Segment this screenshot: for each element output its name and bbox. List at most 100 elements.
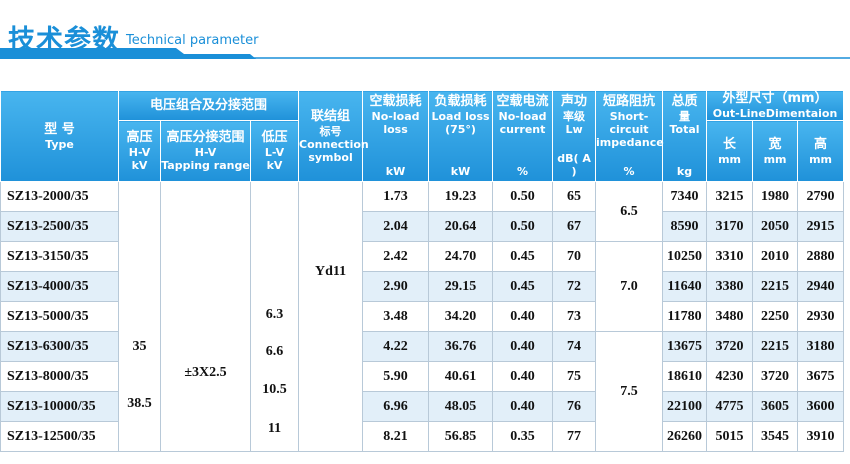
spec-table: 型 号 Type 电压组合及分接范围 联结组 标号 Connection symbol 空载损… xyxy=(0,89,845,452)
header-cell: 低压 L-V kV xyxy=(249,120,300,182)
header-group: 电压组合及分接范围 xyxy=(117,89,300,122)
table-cell: SZ13-5000/35 xyxy=(0,301,119,332)
title-bar xyxy=(0,48,850,59)
table-cell: 56.85 xyxy=(428,421,494,452)
stack: 6.3 6.6 10.5 11 xyxy=(251,183,298,451)
header-line: H-V xyxy=(128,146,151,160)
header-box: 空载电流 No-load current% xyxy=(493,91,552,181)
header-line: 率级 xyxy=(563,110,586,123)
cell-text: 6.3 xyxy=(265,306,284,322)
header-lines: 空载损耗 No-load loss xyxy=(363,94,428,136)
merged-cell: ±3X2.5 xyxy=(160,181,251,452)
table-cell: 11640 xyxy=(662,271,708,302)
table-cell: 2050 xyxy=(752,211,799,242)
table-cell: 1.73 xyxy=(362,181,430,212)
table-cell: 0.45 xyxy=(492,271,554,302)
table-cell: SZ13-12500/35 xyxy=(0,421,119,452)
header-line: kV xyxy=(266,159,283,173)
header-cell: 高压 H-V kV xyxy=(118,120,161,182)
table-cell: 2.04 xyxy=(362,211,430,242)
table-cell: 11780 xyxy=(662,301,708,332)
header-cell: 高 mm xyxy=(797,120,845,182)
table-row: SZ13-3150/35 2.42 24.70 0.45 70 7.0 10250 3310 2… xyxy=(0,241,845,332)
table-cell: 3675 xyxy=(797,361,845,392)
title: 技术参数 xyxy=(8,25,120,56)
header-line: 联结组 xyxy=(311,108,351,124)
merged-cell: 35 38.5 xyxy=(118,181,161,452)
header-line: Total xyxy=(669,123,700,136)
header-line: 空载电流 xyxy=(496,94,549,109)
header-line: 长 xyxy=(723,136,737,152)
merged-cell: Yd11 xyxy=(298,181,364,452)
table-cell: 2.90 xyxy=(362,271,430,302)
header-line: Out-LineDimentaion xyxy=(712,107,838,121)
header-line: Type xyxy=(45,137,74,151)
table-cell: 2.42 xyxy=(362,241,430,272)
table-cell: 72 xyxy=(552,271,597,302)
table-cell: 77 xyxy=(552,421,597,452)
table-cell: 29.15 xyxy=(428,271,494,302)
header-line: 短路阻抗 xyxy=(603,94,656,109)
table-cell: 10250 xyxy=(662,241,708,272)
table-cell: 4.22 xyxy=(362,331,430,362)
header-line: mm xyxy=(763,152,787,166)
table-cell: 67 xyxy=(552,211,597,242)
header-unit: % xyxy=(623,165,635,178)
stack: Yd11 xyxy=(299,183,362,451)
table-row: SZ13-2000/35 35 38.5 ±3X2.5 6.3 6.6 10.5 11 Yd11… xyxy=(0,181,845,452)
table-cell: SZ13-2500/35 xyxy=(0,211,119,242)
header-line: L-V xyxy=(264,146,285,160)
table-cell: 65 xyxy=(552,181,597,212)
table-cell: SZ13-10000/35 xyxy=(0,391,119,422)
table-cell: SZ13-8000/35 xyxy=(0,361,119,392)
table-cell: 3380 xyxy=(706,271,754,302)
header-box: 总质量 Total kg xyxy=(663,91,706,181)
header-unit: kg xyxy=(676,165,693,178)
header-line: 低压 xyxy=(261,130,288,146)
header-line: 型 号 xyxy=(44,121,75,137)
header-line: 高压分接范围 xyxy=(166,130,245,146)
table-cell: 73 xyxy=(552,301,597,332)
header-line: (75°) xyxy=(445,123,476,136)
header-unit: kW xyxy=(450,165,471,178)
cell-text: 35 xyxy=(132,338,147,354)
table-cell: 3310 xyxy=(706,241,754,272)
stack: 35 38.5 xyxy=(119,183,160,451)
table-cell: 0.35 xyxy=(492,421,554,452)
table-row: SZ13-10000/35 6.96 48.05 0.40 76 22100 4775 360… xyxy=(0,391,845,422)
cell-text: 6.6 xyxy=(265,343,284,359)
table-cell: 3605 xyxy=(752,391,799,422)
header-lines: 总质量 Total xyxy=(663,94,706,136)
header-group: 外型尺寸（mm） Out-LineDimentaion xyxy=(706,89,845,122)
merged-cell: 6.5 xyxy=(595,181,664,242)
header-line: mm xyxy=(809,152,832,166)
table-cell: SZ13-6300/35 xyxy=(0,331,119,362)
table-cell: 3180 xyxy=(797,331,845,362)
table-cell: 2915 xyxy=(797,211,845,242)
header-box: 空载损耗 No-load loss kW xyxy=(363,91,428,181)
table-cell: 19.23 xyxy=(428,181,494,212)
merged-cell: 6.3 6.6 10.5 11 xyxy=(249,181,300,452)
header-line: 高压 xyxy=(126,130,153,146)
header-cell: 长 mm xyxy=(706,120,754,182)
header-box: 负载损耗 Load loss (75°) kW xyxy=(429,91,492,181)
header-line: No-load xyxy=(371,110,420,123)
table-cell: 20.64 xyxy=(428,211,494,242)
header-cell: 空载电流 No-load current% xyxy=(492,90,554,182)
header-line: Lw xyxy=(565,123,583,136)
table-cell: 0.45 xyxy=(492,241,554,272)
header-cell: 短路阻抗 Short-circuit impedance% xyxy=(595,90,664,182)
merged-cell: 7.5 xyxy=(595,331,664,452)
table-cell: 3170 xyxy=(706,211,754,242)
header-lines: 短路阻抗 Short-circuit impedance xyxy=(596,94,664,149)
table-cell: 5015 xyxy=(706,421,754,452)
header-box: 短路阻抗 Short-circuit impedance% xyxy=(596,91,664,181)
table-cell: 2880 xyxy=(797,241,845,272)
header-line: Short- xyxy=(609,110,649,123)
table-cell: 2790 xyxy=(797,181,845,212)
header-cell: 高压分接范围 H-V Tapping range xyxy=(160,120,251,182)
header-line: H-V xyxy=(194,146,217,160)
stack: ±3X2.5 xyxy=(161,183,250,451)
header-line: 外型尺寸（mm） xyxy=(722,91,828,107)
